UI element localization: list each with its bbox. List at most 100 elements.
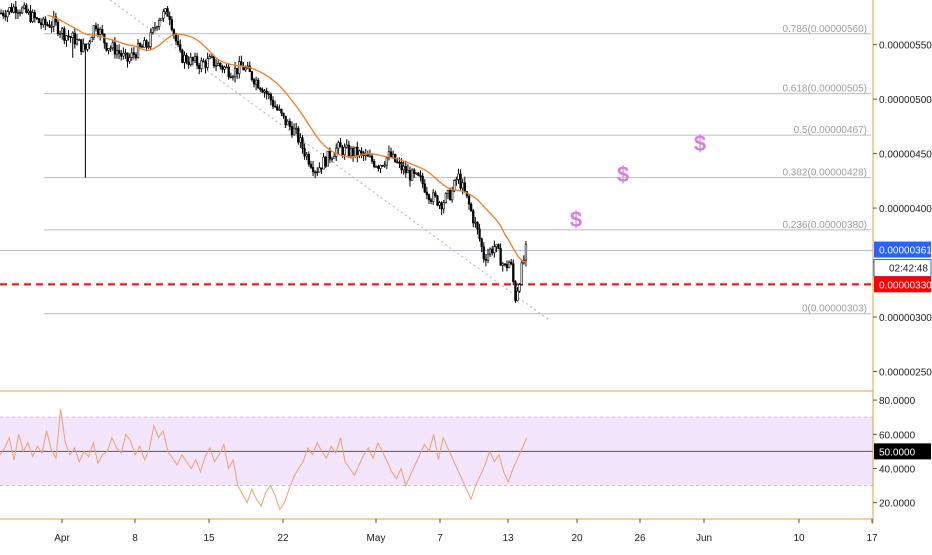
- candle-body: [98, 28, 102, 35]
- candle-body: [65, 35, 68, 41]
- dollar-icon: $: [570, 207, 582, 232]
- candle-body: [278, 108, 281, 111]
- rsi-midline-label: 50.0000: [879, 447, 916, 458]
- candle-body: [459, 173, 462, 189]
- candle-body: [151, 27, 154, 33]
- candle-body: [408, 170, 412, 181]
- candle-body: [67, 35, 70, 38]
- candle-body: [339, 142, 342, 148]
- candle-body: [92, 25, 95, 38]
- candle-body: [356, 146, 359, 157]
- candle-body: [284, 115, 287, 126]
- candle-body: [107, 48, 110, 51]
- candle-body: [301, 137, 304, 149]
- fib-label: 0.382(0.00000428): [782, 168, 867, 179]
- candle-body: [366, 154, 369, 157]
- candle-body: [391, 153, 395, 158]
- candle-body: [257, 79, 260, 89]
- candle-body: [225, 66, 228, 69]
- candle-body: [212, 56, 216, 67]
- candle-body: [425, 191, 429, 196]
- candle-body: [115, 50, 119, 55]
- candle-body: [141, 46, 144, 48]
- candle-body: [415, 172, 418, 175]
- candle-body: [61, 28, 64, 34]
- candle-body: [128, 57, 131, 62]
- candle-body: [389, 151, 393, 158]
- candle-body: [429, 199, 433, 202]
- candle-body: [122, 53, 125, 57]
- candle-body: [263, 90, 266, 93]
- rsi-tick-label: 80.0000: [879, 396, 916, 407]
- candle-body: [164, 8, 167, 13]
- candle-body: [200, 60, 203, 70]
- fib-label: 0.5(0.00000467): [794, 125, 867, 136]
- candle-body: [50, 25, 53, 28]
- candle-body: [147, 46, 150, 48]
- candle-body: [88, 41, 91, 45]
- candle-body: [23, 5, 26, 9]
- y-tick-label: 0.00000500: [879, 95, 932, 106]
- candle-body: [143, 40, 146, 48]
- candle-body: [505, 264, 509, 269]
- x-tick-label: 13: [502, 533, 514, 544]
- candle-body: [31, 12, 34, 22]
- candle-body: [512, 263, 515, 282]
- candle-body: [335, 147, 338, 157]
- candle-body: [299, 137, 302, 143]
- candle-body: [461, 182, 464, 189]
- candle-body: [467, 195, 471, 205]
- candle-body: [486, 253, 490, 261]
- candle-body: [134, 54, 138, 58]
- dollar-icon: $: [617, 162, 629, 187]
- candle-body: [524, 243, 528, 261]
- candle-body: [478, 228, 481, 240]
- candle-body: [214, 65, 218, 67]
- candle-body: [191, 57, 195, 62]
- candle-body: [265, 90, 268, 94]
- candle-body: [311, 167, 315, 173]
- dollar-icon: $: [694, 131, 706, 156]
- candle-body: [179, 44, 182, 51]
- candle-body: [410, 169, 414, 181]
- candle-body: [37, 18, 41, 24]
- candle-body: [453, 180, 456, 192]
- candle-body: [480, 238, 483, 248]
- candle-body: [398, 161, 401, 164]
- candle-body: [387, 151, 391, 159]
- rsi-tick-label: 20.0000: [879, 499, 916, 510]
- candle-body: [206, 58, 209, 68]
- candle-body: [73, 32, 76, 45]
- candle-body: [27, 10, 30, 13]
- candle-body: [457, 173, 460, 180]
- candle-body: [282, 112, 285, 117]
- candle-body: [25, 5, 28, 13]
- candle-body: [368, 155, 372, 158]
- candle-body: [469, 203, 473, 212]
- candle-body: [341, 146, 344, 156]
- candle-body: [332, 156, 336, 159]
- candle-body: [145, 40, 148, 48]
- candle-body: [493, 246, 496, 254]
- candle-body: [402, 166, 405, 171]
- candle-body: [155, 26, 159, 29]
- fib-label: 0.618(0.00000505): [782, 84, 867, 95]
- candle-body: [347, 144, 351, 157]
- candle-body: [316, 171, 319, 174]
- candle-body: [417, 172, 420, 176]
- candle-body: [244, 67, 247, 71]
- y-tick-label: 0.00000450: [879, 150, 932, 161]
- candle-body: [168, 16, 171, 20]
- candle-body: [120, 53, 123, 57]
- x-tick-label: 17: [866, 533, 878, 544]
- candle-body: [117, 50, 121, 54]
- candle-body: [35, 17, 39, 20]
- candle-body: [276, 106, 279, 110]
- candle-body: [18, 11, 22, 14]
- candle-body: [484, 258, 488, 261]
- current-price-tag: [874, 241, 931, 258]
- candle-body: [238, 61, 241, 74]
- candle-body: [20, 7, 24, 14]
